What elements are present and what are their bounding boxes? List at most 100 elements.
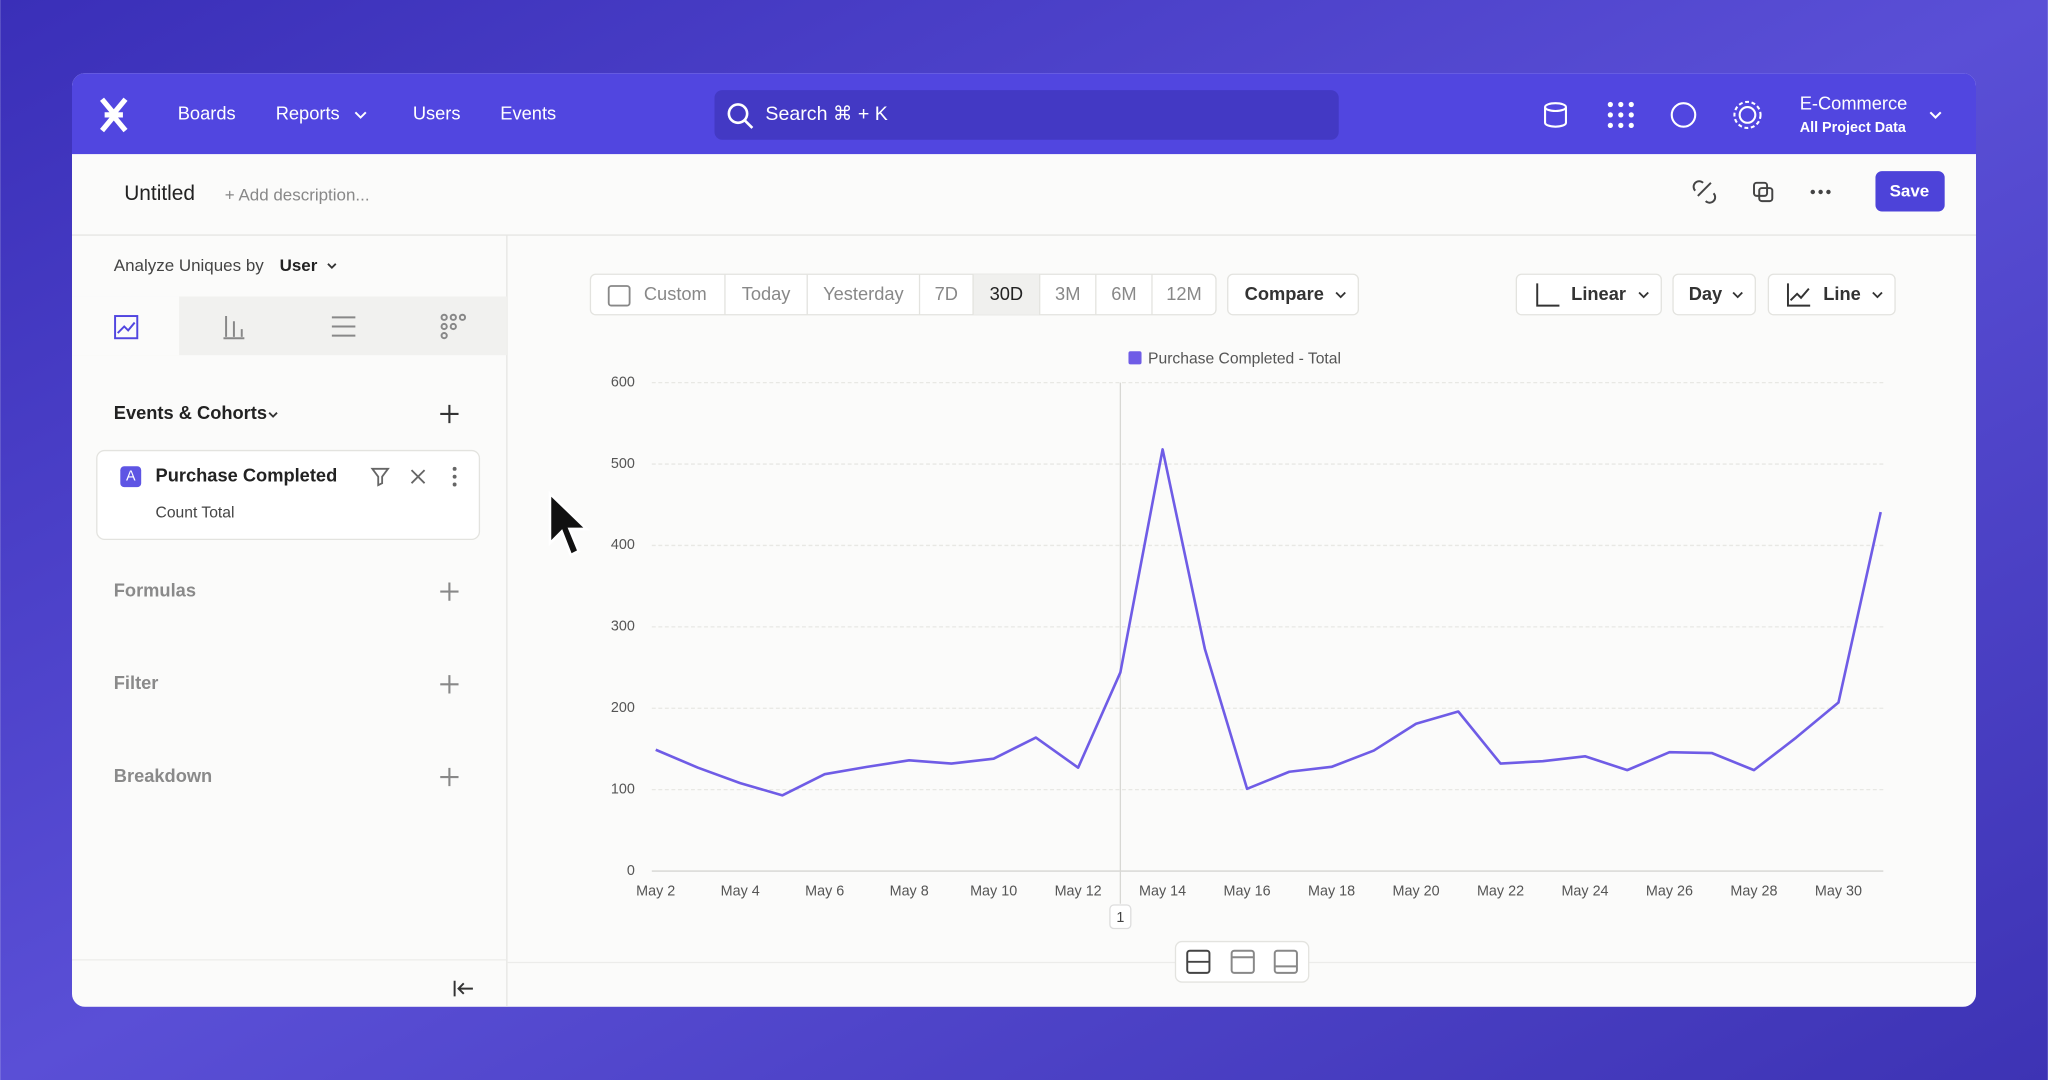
save-button[interactable] [1875,171,1945,212]
chevron [1732,291,1743,299]
nav-item[interactable]: Reports [276,103,340,124]
chevron [327,263,337,270]
annotation: 1 [1116,910,1124,926]
y-tick-label: 600 [611,374,635,390]
line-icon [1786,283,1811,307]
range-option[interactable]: Custom [644,283,707,304]
section-title[interactable]: Filter [114,672,159,693]
x-tick-label: May 16 [1224,884,1271,900]
project-scope: All Project Data [1800,120,1907,136]
x-tick-label: May 18 [1308,884,1355,900]
y-tick-label: 200 [611,700,635,716]
search-icon [727,103,749,125]
legend-label[interactable]: Purchase Completed - Total [1148,350,1341,367]
header-icons [1692,180,1774,204]
search-placeholder: Search ⌘ + K [765,103,887,125]
range-option[interactable]: Yesterday [823,283,904,304]
section-title[interactable]: Formulas [114,579,196,600]
apps-icon [1607,101,1634,128]
add-icon[interactable] [440,767,459,787]
chevron [354,111,367,119]
add-icon[interactable] [440,675,459,694]
range-group [589,273,1217,316]
section-title[interactable]: Breakdown [114,765,212,786]
y-tick-label: 0 [627,863,635,879]
chevron [1335,291,1346,299]
y-tick-label: 400 [611,537,635,553]
compare-button[interactable] [1227,273,1359,316]
x-tick-label: May 24 [1561,884,1608,900]
range-option[interactable]: 12M [1166,283,1202,304]
view-tab-active[interactable] [71,296,180,356]
x-tick-label: May 4 [721,884,760,900]
range-option[interactable]: 6M [1111,283,1136,304]
annotation-box [1109,904,1132,930]
range-option[interactable]: 30D [990,283,1024,304]
range-selected [973,274,1040,315]
section-title[interactable]: Events & Cohorts [114,402,267,423]
range-option[interactable]: 7D [935,283,958,304]
x-tick-label: May 10 [970,884,1017,900]
x-tick-label: May 6 [805,884,844,900]
scale-label: Linear [1571,283,1626,304]
event-badge-label: A [126,468,136,484]
sidebar-sections: Formulas Filter Breakdown [114,579,459,787]
compare-label: Compare [1245,283,1324,304]
x-tick-label: May 30 [1815,884,1862,900]
calendar-icon [607,285,631,307]
range-option[interactable]: Today [742,283,792,304]
event-card[interactable] [96,449,481,540]
view-tab-icons [114,313,467,340]
chart-type-label: Line [1823,283,1861,304]
report-description[interactable]: + Add description... [225,185,370,204]
nav-item[interactable]: Boards [178,103,236,124]
x-tick-label: May 12 [1055,884,1102,900]
x-tick-label: May 26 [1646,884,1693,900]
scale-icon [1536,283,1560,307]
analyze-value[interactable]: User [280,256,318,275]
event-badge [120,466,142,488]
y-tick-label: 500 [611,456,635,472]
nav-item[interactable]: Events [500,103,556,124]
y-tick-label: 100 [611,781,635,797]
toolbar: Custom Today Yesterday 7D 30D 3M 6M 12M Compare L… [589,273,1896,316]
nav-item[interactable]: Users [413,103,461,124]
x-tick-label: May 8 [890,884,929,900]
x-tick-label: May 22 [1477,884,1524,900]
x-tick-label: May 28 [1730,884,1777,900]
y-tick-label: 300 [611,619,635,635]
event-name[interactable]: Purchase Completed [156,464,338,485]
chart: 0 100 200 300 400 500 600 May 2 May 4 May 6 May 8 M… [611,350,1884,930]
event-actions[interactable] [370,467,426,487]
chevron [1638,291,1649,299]
interval-button[interactable] [1672,273,1756,316]
window: Search ⌘ + K E-Commerce All Project Data… [71,73,1977,1007]
x-tick-label: May 20 [1393,884,1440,900]
x-tick-label: May 14 [1139,884,1186,900]
add-icon[interactable] [440,404,459,424]
more-icon[interactable] [1810,189,1831,195]
range-option[interactable]: 3M [1055,283,1080,304]
x-tick-label: May 2 [636,884,675,900]
cursor [548,490,590,557]
search-icon [743,119,754,129]
chevron [1872,291,1883,299]
add-icon[interactable] [440,582,459,601]
layout-icons[interactable] [1186,949,1298,974]
event-menu[interactable] [452,466,457,487]
search-box[interactable] [714,90,1339,140]
legend-swatch [1128,351,1142,365]
logo [100,97,128,133]
report-title[interactable]: Untitled [124,182,195,205]
interval-label: Day [1689,283,1723,304]
nav-icons [1544,100,1942,130]
project-name[interactable]: E-Commerce [1800,92,1908,113]
collapse-icon[interactable] [453,980,473,997]
save-label: Save [1890,181,1930,200]
event-measure[interactable]: Count Total [156,504,235,521]
analyze-label: Analyze Uniques by [114,256,264,275]
chevron [268,412,278,418]
